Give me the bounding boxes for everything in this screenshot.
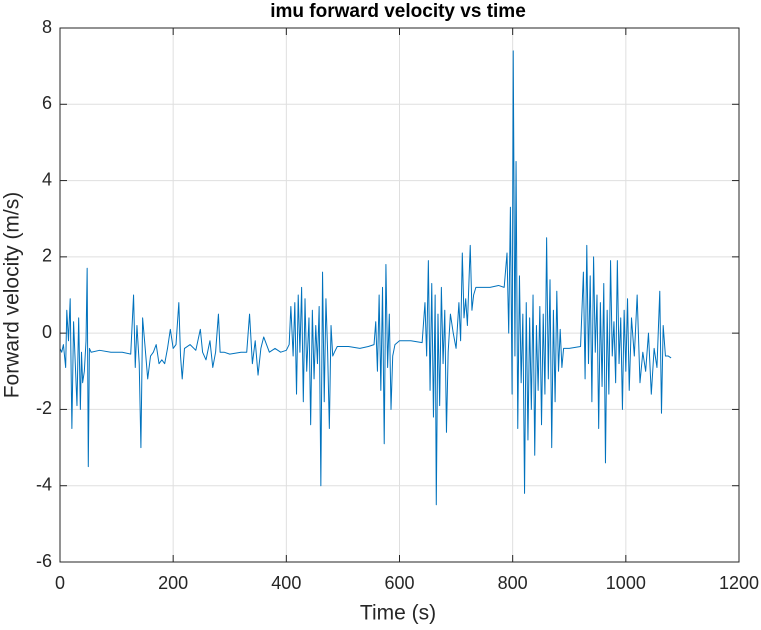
x-tick-label: 800 — [498, 573, 528, 593]
x-tick-label: 600 — [384, 573, 414, 593]
x-tick-label: 0 — [55, 573, 65, 593]
x-tick-label: 1200 — [719, 573, 759, 593]
data-line — [59, 50, 672, 506]
y-tick-label: -4 — [36, 474, 52, 494]
y-tick-label: -6 — [36, 551, 52, 571]
y-tick-label: 0 — [42, 322, 52, 342]
y-tick-label: -2 — [36, 398, 52, 418]
y-tick-label: 2 — [42, 246, 52, 266]
x-tick-label: 1000 — [606, 573, 646, 593]
x-tick-label: 400 — [271, 573, 301, 593]
y-axis-label: Forward velocity (m/s) — [1, 192, 24, 399]
x-tick-label: 200 — [158, 573, 188, 593]
y-tick-label: 6 — [42, 93, 52, 113]
chart-title: imu forward velocity vs time — [270, 1, 526, 22]
y-tick-label: 8 — [42, 17, 52, 37]
x-axis-label: Time (s) — [360, 602, 436, 625]
y-tick-label: 4 — [42, 169, 52, 189]
plot-frame — [59, 27, 740, 563]
